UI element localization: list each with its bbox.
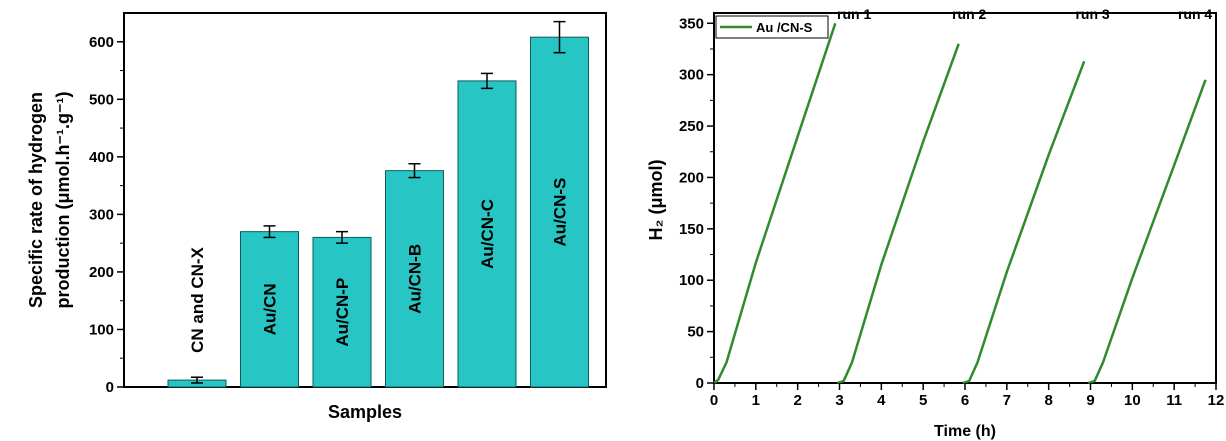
bar-y-axis: 0 100 200 300 400 500 600: [89, 34, 124, 396]
y-tick-label: 50: [687, 324, 704, 341]
run-label: run 3: [1075, 6, 1109, 22]
y-tick-label: 150: [679, 221, 704, 238]
y-tick-label: 350: [679, 15, 704, 32]
bar-category-label: Au/CN-P: [333, 278, 352, 347]
run-label: run 2: [952, 6, 986, 22]
series-line-run: [962, 60, 1086, 385]
x-tick-label: 1: [752, 392, 760, 409]
x-tick-label: 9: [1086, 392, 1094, 409]
line-y-axis: 0 50 100 150 200 250 300 350: [679, 15, 714, 392]
x-tick-label: 0: [710, 392, 718, 409]
bar-y-axis-title-line2: production (μmol.h⁻¹.g⁻¹): [53, 92, 73, 309]
line-x-axis: 0 1 2 3 4 5 6 7 8 9 10 11 12: [710, 383, 1225, 409]
y-tick-label: 250: [679, 118, 704, 135]
bar-x-axis-title: Samples: [328, 402, 402, 422]
y-tick-label: 300: [679, 67, 704, 84]
bar: [530, 36, 589, 388]
line-y-axis-title: H₂ (μmol): [646, 159, 666, 240]
line-x-axis-title: Time (h): [934, 423, 996, 440]
x-tick-label: 4: [877, 392, 886, 409]
legend-box: [715, 15, 829, 39]
bar-series: CN and CN-X Au/CN Au/CN-P Au/CN-B Au/CN-C Au/…: [167, 20, 589, 388]
x-tick-label: 7: [1003, 392, 1011, 409]
y-tick-label: 100: [679, 272, 704, 289]
y-tick-label: 200: [679, 169, 704, 186]
y-tick-label: 300: [89, 206, 114, 223]
bar: [240, 231, 299, 388]
bar: [312, 236, 372, 388]
series-line-run: [1088, 79, 1207, 385]
y-tick-label: 200: [89, 264, 114, 281]
line-series: [713, 22, 1207, 385]
legend: Au /CN-S: [715, 15, 829, 39]
bar-category-label: Au/CN-C: [478, 199, 497, 269]
y-tick-label: 0: [106, 379, 114, 396]
x-tick-label: 5: [919, 392, 927, 409]
bar-category-label: Au/CN: [261, 283, 280, 335]
bar-category-label: CN and CN-X: [188, 246, 207, 352]
y-tick-label: 600: [89, 34, 114, 51]
line-plot-frame: [713, 12, 1217, 384]
y-tick-label: 400: [89, 149, 114, 166]
series-line-run: [713, 22, 837, 385]
x-tick-label: 11: [1166, 392, 1182, 409]
run-annotations: run 1 run 2 run 3 run 4: [837, 6, 1212, 22]
y-tick-label: 0: [696, 375, 704, 392]
run-label: run 1: [837, 6, 871, 22]
x-tick-label: 10: [1124, 392, 1141, 409]
x-tick-label: 6: [961, 392, 969, 409]
bar-category-label: Au/CN-B: [406, 244, 425, 314]
y-tick-label: 100: [89, 321, 114, 338]
bar-chart-panel: CN and CN-X Au/CN Au/CN-P Au/CN-B Au/CN-C Au/…: [26, 12, 607, 422]
series-line-run: [837, 43, 960, 385]
legend-label: Au /CN-S: [756, 20, 813, 35]
bar-y-axis-title-line1: Specific rate of hydrogen: [26, 92, 46, 308]
x-tick-label: 12: [1208, 392, 1225, 409]
bar: [457, 80, 517, 388]
bar-category-label: Au/CN-S: [551, 178, 570, 247]
x-tick-label: 3: [835, 392, 843, 409]
x-tick-label: 2: [793, 392, 801, 409]
x-tick-label: 8: [1044, 392, 1052, 409]
y-tick-label: 500: [89, 91, 114, 108]
run-label: run 4: [1178, 6, 1212, 22]
